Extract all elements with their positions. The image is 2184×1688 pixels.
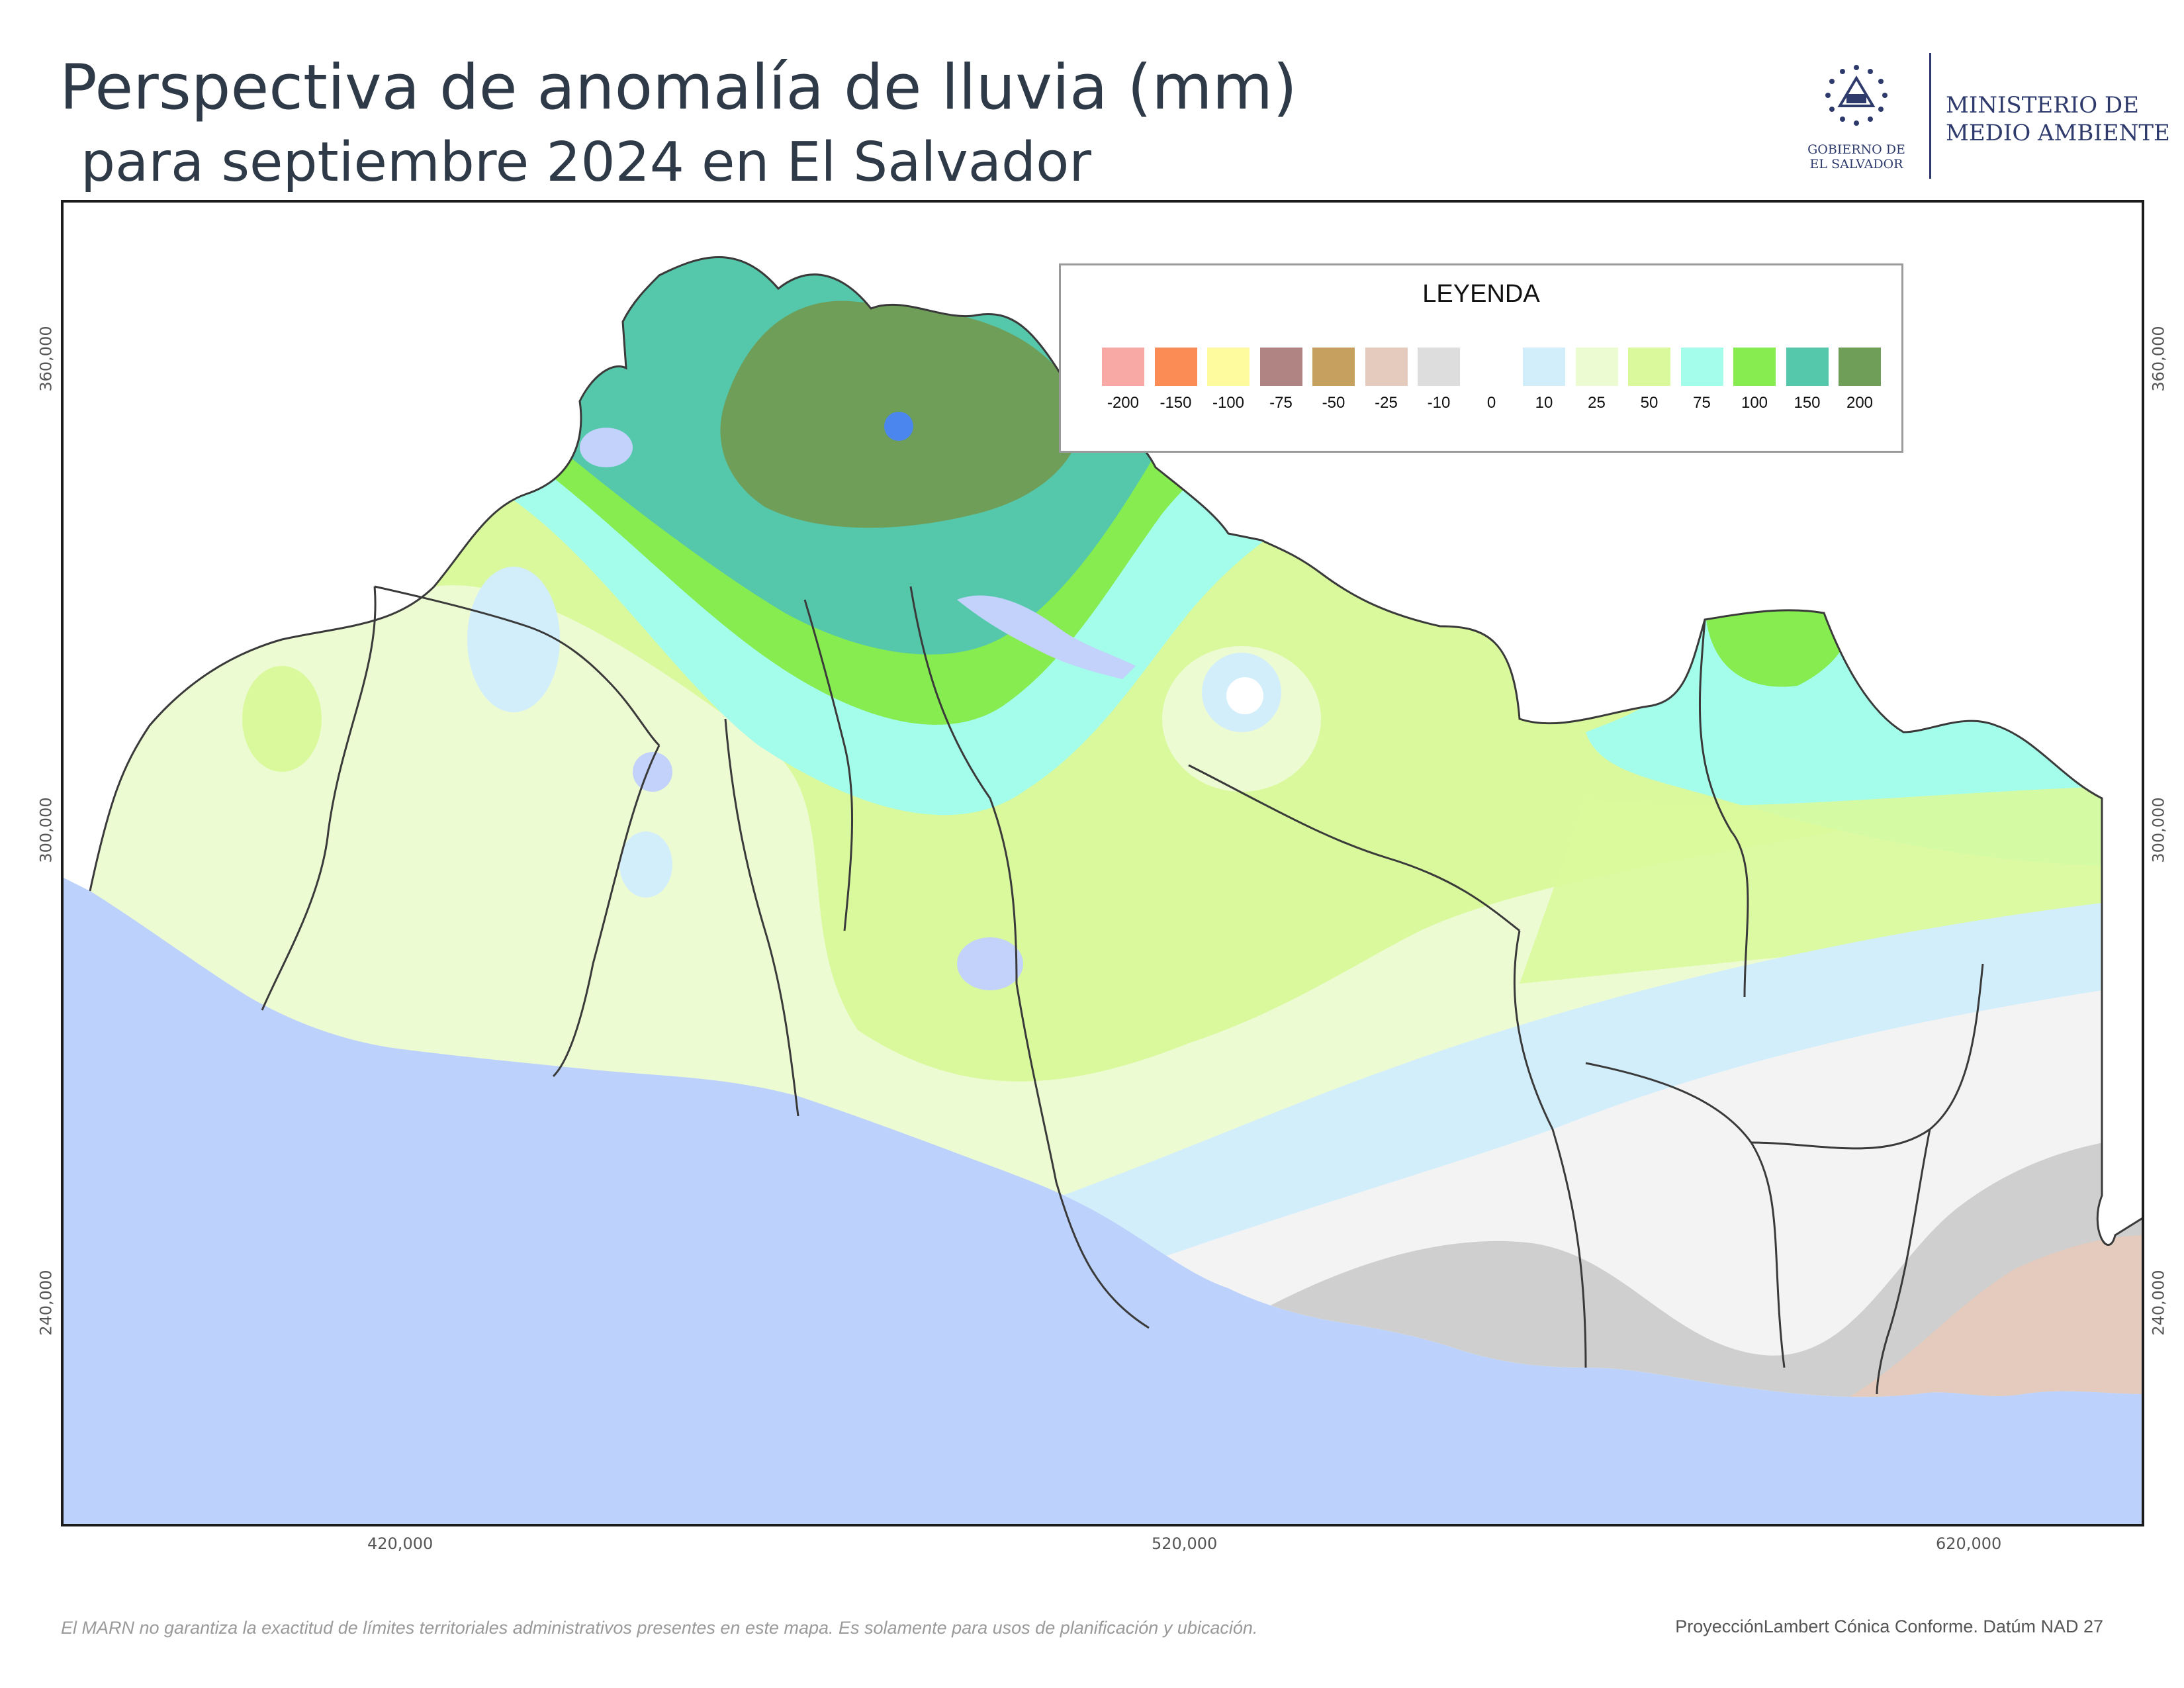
legend-item: 100 <box>1733 348 1780 412</box>
ministry-logo: GOBIERNO DE EL SALVADOR MINISTERIO DE ME… <box>1787 53 2184 185</box>
legend-swatch <box>1786 348 1829 386</box>
legend-value: 50 <box>1640 394 1659 412</box>
legend-item: -100 <box>1207 348 1253 412</box>
legend-swatch <box>1680 348 1723 386</box>
legend-value: -150 <box>1160 394 1192 412</box>
legend-item: 150 <box>1786 348 1833 412</box>
map-title: Perspectiva de anomalía de lluvia (mm) <box>60 52 1297 124</box>
legend-value: 150 <box>1794 394 1821 412</box>
legend-swatch <box>1102 348 1144 386</box>
legend-value: 25 <box>1588 394 1606 412</box>
legend-item: -75 <box>1259 348 1306 412</box>
legend-swatch <box>1470 348 1513 386</box>
spot-10-west-b <box>619 831 672 898</box>
legend-value: -50 <box>1322 394 1345 412</box>
legend-item: 10 <box>1523 348 1569 412</box>
disclaimer-text: El MARN no garantiza la exactitud de lím… <box>61 1618 1258 1638</box>
legend-value: -25 <box>1375 394 1398 412</box>
projection-text: ProyecciónLambert Cónica Conforme. Datúm… <box>1675 1617 2103 1636</box>
legend-item: 50 <box>1628 348 1674 412</box>
legend-swatch <box>1312 348 1355 386</box>
government-line-2: EL SALVADOR <box>1809 157 1903 171</box>
legend-swatch <box>1154 348 1197 386</box>
legend-value: 100 <box>1741 394 1768 412</box>
ministry-line-2: MEDIO AMBIENTE <box>1946 120 2170 146</box>
legend-value: -10 <box>1427 394 1451 412</box>
y-tick-left-240000: 240,000 <box>36 1270 56 1336</box>
legend-item: -200 <box>1102 348 1148 412</box>
legend-item: -25 <box>1365 348 1412 412</box>
lake-suchitlan <box>957 595 1136 679</box>
neighbor-land-area <box>64 203 2142 1245</box>
legend-value: 200 <box>1846 394 1874 412</box>
y-tick-right-360000: 360,000 <box>2149 326 2168 392</box>
lake-guija <box>580 428 633 467</box>
coat-of-arms-icon <box>1825 65 1888 126</box>
map-subtitle: para septiembre 2024 en El Salvador <box>81 131 1091 194</box>
x-tick-620000: 620,000 <box>1936 1534 2002 1553</box>
legend-item: -50 <box>1312 348 1359 412</box>
legend-swatch <box>1259 348 1302 386</box>
ministry-line-1: MINISTERIO DE <box>1946 92 2140 118</box>
y-tick-right-300000: 300,000 <box>2149 797 2168 863</box>
legend-swatch <box>1839 348 1881 386</box>
band-minus-10 <box>1175 1136 2142 1397</box>
y-tick-left-300000: 300,000 <box>36 797 56 863</box>
legend-item: 200 <box>1839 348 1885 412</box>
legend-swatch <box>1733 348 1776 386</box>
legend-item: -10 <box>1418 348 1464 412</box>
legend-value: -100 <box>1212 394 1245 412</box>
legend-swatch <box>1418 348 1460 386</box>
legend-title: LEYENDA <box>1422 280 1540 308</box>
spot-10-west-a <box>467 567 560 712</box>
legend-value: 0 <box>1486 394 1496 412</box>
legend-swatch <box>1365 348 1408 386</box>
spot-50-west <box>242 666 322 772</box>
legend-swatch <box>1207 348 1250 386</box>
legend-item: 25 <box>1575 348 1622 412</box>
legend-value: 75 <box>1693 394 1711 412</box>
y-tick-left-360000: 360,000 <box>36 326 56 392</box>
legend-item: 0 <box>1470 348 1517 412</box>
legend-item: 75 <box>1680 348 1727 412</box>
ministry-label: MINISTERIO DE MEDIO AMBIENTE <box>1946 91 2170 147</box>
legend-value: -75 <box>1269 394 1293 412</box>
legend-item: -150 <box>1154 348 1201 412</box>
government-label: GOBIERNO DE EL SALVADOR <box>1787 142 1926 171</box>
x-tick-420000: 420,000 <box>367 1534 433 1553</box>
legend-swatch <box>1628 348 1670 386</box>
map-frame: LEYENDA -200 -150 -100 -75 -50 -25 -10 0 10 25 50 7… <box>61 200 2144 1526</box>
logo-divider <box>1929 53 1931 179</box>
spot-0-central <box>1226 677 1263 714</box>
y-tick-right-240000: 240,000 <box>2149 1270 2168 1336</box>
legend-value: 10 <box>1535 394 1553 412</box>
legend-swatch <box>1575 348 1618 386</box>
x-tick-520000: 520,000 <box>1152 1534 1218 1553</box>
legend-value: -200 <box>1107 394 1140 412</box>
legend-swatch <box>1523 348 1565 386</box>
department-boundaries <box>261 585 1984 1395</box>
map-legend: LEYENDA -200 -150 -100 -75 -50 -25 -10 0 10 25 50 7… <box>1059 263 1903 453</box>
spot-blue-marker <box>884 412 913 441</box>
government-line-1: GOBIERNO DE <box>1807 142 1905 157</box>
lake-ilopango <box>957 937 1023 990</box>
